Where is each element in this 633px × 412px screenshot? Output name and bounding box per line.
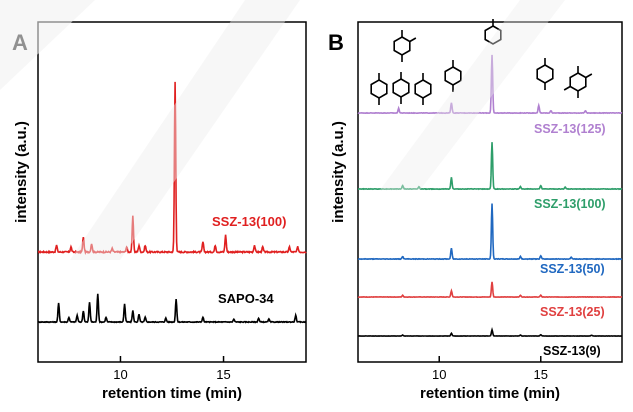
panel-b-traces xyxy=(357,54,623,337)
panel-a-trace-sapo-34 xyxy=(37,293,307,324)
trimethylbenzene-icon xyxy=(393,30,417,62)
panel-a-xlabel: retention time (min) xyxy=(102,385,242,402)
panel-a-series-label-sapo34: SAPO-34 xyxy=(218,291,274,306)
panel-b-trace-ssz-13-125 xyxy=(357,54,623,115)
panel-b-series-label-ssz13-25: SSZ-13(25) xyxy=(540,305,605,319)
panel-b-series-label-ssz13-125: SSZ-13(125) xyxy=(534,122,606,136)
panel-b-ylabel: intensity (a.u.) xyxy=(330,121,347,223)
panel-b-plot-frame xyxy=(357,21,623,363)
toluene-icon xyxy=(484,19,502,45)
panel-b: B intensity (a.u.) 10 15 retention time (… xyxy=(328,19,623,402)
xylene-icon-center xyxy=(392,72,410,104)
panel-a-ticks: 10 15 xyxy=(113,356,231,382)
panel-a-series-label-ssz13-100: SSZ-13(100) xyxy=(212,214,286,229)
panel-b-trace-ssz-13-25 xyxy=(357,281,623,299)
panel-b-trace-ssz-13-9 xyxy=(357,326,623,337)
dimethylbenzene-icon xyxy=(444,60,462,92)
panel-b-structures xyxy=(370,19,593,105)
panel-a-xtick-label-10: 10 xyxy=(113,367,127,382)
xylene-icon-right xyxy=(414,73,432,105)
panel-a-trace-ssz-13-100 xyxy=(37,81,307,256)
panel-b-xtick-label-15: 15 xyxy=(534,367,548,382)
panel-a-label: A xyxy=(12,30,28,55)
panel-a: A intensity (a.u.) 10 15 retention time (… xyxy=(12,21,307,402)
panel-b-xtick-label-10: 10 xyxy=(432,367,446,382)
para-xylene-icon xyxy=(536,58,554,90)
panel-a-xtick-label-15: 15 xyxy=(216,367,230,382)
panel-b-trace-ssz-13-50 xyxy=(357,203,623,261)
panel-a-plot-frame xyxy=(37,21,307,363)
panel-a-traces xyxy=(37,81,307,324)
panel-b-trace-ssz-13-100 xyxy=(357,142,623,191)
panel-b-series-label-ssz13-50: SSZ-13(50) xyxy=(540,262,605,276)
panel-b-label: B xyxy=(328,30,344,55)
tetramethylbenzene-icon xyxy=(563,66,593,98)
panel-b-xlabel: retention time (min) xyxy=(420,385,560,402)
panel-a-ylabel: intensity (a.u.) xyxy=(13,121,30,223)
panel-b-series-label-ssz13-9: SSZ-13(9) xyxy=(543,344,601,358)
panel-b-series-label-ssz13-100: SSZ-13(100) xyxy=(534,197,606,211)
xylene-icon-left xyxy=(370,73,388,105)
panel-b-ticks: 10 15 xyxy=(432,356,548,382)
